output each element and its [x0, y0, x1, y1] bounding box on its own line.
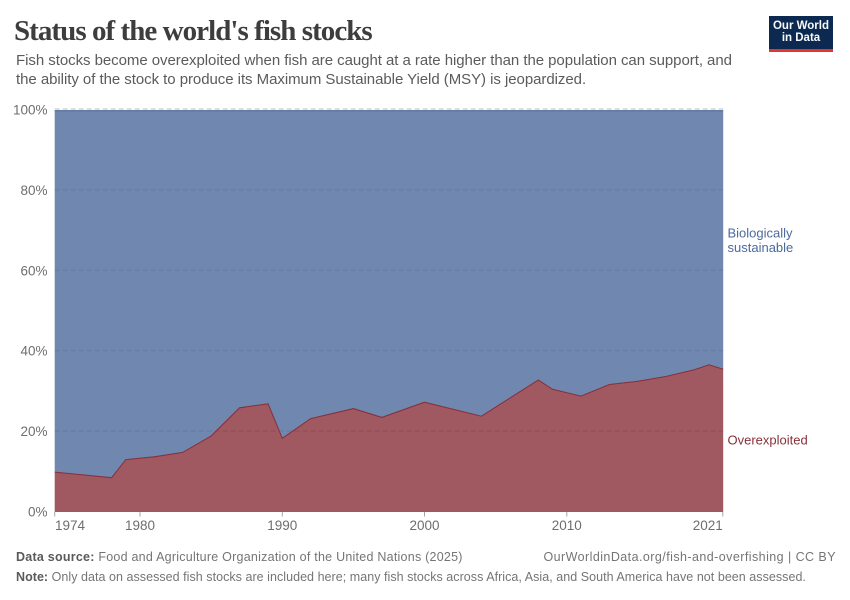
- svg-text:2021: 2021: [693, 518, 723, 533]
- svg-text:1974: 1974: [55, 518, 86, 533]
- svg-text:2000: 2000: [409, 518, 439, 533]
- svg-text:20%: 20%: [20, 424, 47, 439]
- svg-text:0%: 0%: [28, 505, 48, 520]
- svg-text:100%: 100%: [13, 103, 48, 118]
- svg-text:60%: 60%: [20, 263, 47, 278]
- svg-text:Overexploited: Overexploited: [728, 433, 808, 448]
- svg-text:Biologically: Biologically: [728, 226, 794, 241]
- svg-text:40%: 40%: [20, 344, 47, 359]
- svg-text:80%: 80%: [20, 183, 47, 198]
- svg-text:sustainable: sustainable: [728, 240, 794, 255]
- svg-text:1990: 1990: [267, 518, 297, 533]
- svg-text:1980: 1980: [125, 518, 155, 533]
- svg-text:2010: 2010: [552, 518, 582, 533]
